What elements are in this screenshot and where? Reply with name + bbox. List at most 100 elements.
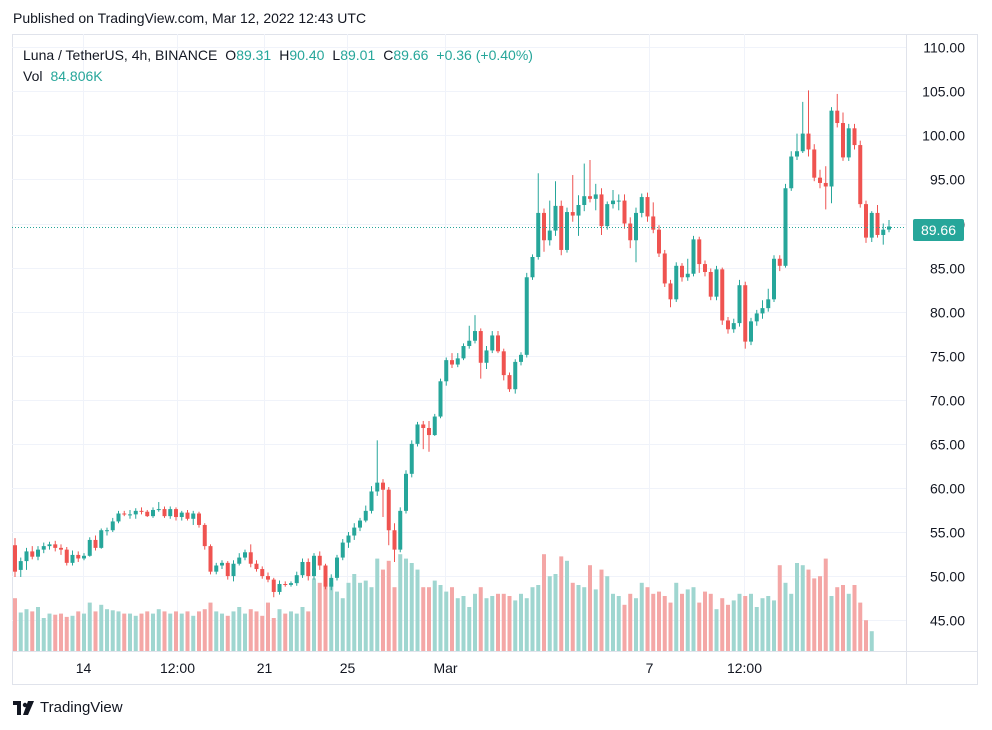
candle-body xyxy=(317,555,322,566)
volume-bar xyxy=(254,611,259,651)
volume-bar xyxy=(789,593,794,651)
volume-bar xyxy=(864,620,868,651)
volume-bar xyxy=(565,560,569,651)
volume-bar xyxy=(570,582,575,651)
volume-bar xyxy=(812,578,817,651)
volume-bar xyxy=(478,587,483,651)
time-tick-label: 21 xyxy=(257,660,273,676)
candle-body xyxy=(501,351,506,376)
volume-bar xyxy=(588,565,592,651)
change-value: +0.36 (+0.40%) xyxy=(436,47,533,63)
candle-body xyxy=(271,579,276,592)
volume-bar xyxy=(116,611,121,651)
candle-body xyxy=(427,427,431,436)
candle-body xyxy=(570,212,575,216)
volume-bar xyxy=(760,598,765,651)
volume-bar xyxy=(47,613,52,651)
volume-bar xyxy=(151,613,155,651)
time-tick-label: 14 xyxy=(76,660,92,676)
candle-body xyxy=(795,151,799,157)
candle-body xyxy=(731,323,736,330)
low-value: 89.01 xyxy=(340,47,376,63)
candle-body xyxy=(202,524,207,547)
volume-bar xyxy=(490,596,495,651)
candle-body xyxy=(685,273,690,278)
candle-body xyxy=(875,212,880,235)
candle-body xyxy=(507,375,512,390)
volume-bar xyxy=(507,596,512,651)
volume-bar xyxy=(335,591,339,651)
low-label: L xyxy=(332,47,341,63)
candle-body xyxy=(93,539,98,548)
candle-body xyxy=(369,491,374,511)
candle-body xyxy=(438,381,443,417)
chart-grid xyxy=(12,34,906,651)
candle-body xyxy=(110,521,115,531)
candle-body xyxy=(404,473,408,511)
volume-bar xyxy=(795,563,799,651)
volume-bar xyxy=(386,560,391,651)
volume-bar xyxy=(30,611,35,651)
volume-bar xyxy=(513,600,518,651)
candle-body xyxy=(260,569,265,577)
price-tick-label: 95.00 xyxy=(930,172,965,188)
volume-bar xyxy=(363,580,368,651)
volume-bar xyxy=(162,611,167,651)
open-value: 89.31 xyxy=(236,47,272,63)
symbol-label[interactable]: Luna / TetherUS, 4h, BINANCE xyxy=(23,47,218,63)
candle-body xyxy=(720,269,725,321)
candle-body xyxy=(530,257,535,278)
open-label: O xyxy=(225,47,237,63)
high-value: 90.40 xyxy=(289,47,325,63)
volume-bar xyxy=(179,613,184,651)
candle-body xyxy=(622,200,627,224)
time-tick-label: 7 xyxy=(646,660,654,676)
candle-body xyxy=(47,544,52,547)
volume-bar xyxy=(300,607,305,651)
candle-body xyxy=(346,535,351,543)
volume-bar xyxy=(697,602,702,651)
candle-body xyxy=(191,513,196,519)
candle-body xyxy=(714,269,719,297)
volume-bar xyxy=(593,589,598,651)
volume-bar xyxy=(645,587,650,651)
candle-body xyxy=(122,513,127,515)
volume-bar xyxy=(70,615,75,651)
chart-legend: Luna / TetherUS, 4h, BINANCE O89.31 H90.40… xyxy=(23,45,533,87)
candle-body xyxy=(490,335,495,351)
volume-bar xyxy=(772,600,776,651)
candle-body xyxy=(266,576,270,580)
candle-body xyxy=(139,510,144,512)
volume-bar xyxy=(703,591,707,651)
volume-bar xyxy=(427,587,431,651)
close-value: 89.66 xyxy=(393,47,429,63)
candle-body xyxy=(668,283,673,300)
volume-bar xyxy=(392,587,397,651)
volume-bar xyxy=(231,611,236,651)
candle-body xyxy=(133,510,138,515)
candle-body xyxy=(703,264,707,272)
candle-body xyxy=(162,509,167,517)
price-tick-label: 65.00 xyxy=(930,437,965,453)
volume-bar xyxy=(59,613,63,651)
volume-bar xyxy=(41,618,46,651)
time-tick-label: 25 xyxy=(340,660,356,676)
volume-bar xyxy=(381,569,385,651)
candle-body xyxy=(760,308,765,314)
volume-bar xyxy=(220,613,224,651)
candle-body xyxy=(225,562,230,577)
volume-bar xyxy=(214,611,219,651)
volume-bar xyxy=(622,604,627,651)
time-axis: 14 12:00 21 25 Mar 7 12:00 xyxy=(76,660,763,676)
volume-bar xyxy=(754,607,759,651)
volume-bar xyxy=(306,611,311,651)
candle-body xyxy=(214,565,219,572)
tradingview-brand[interactable]: TradingView xyxy=(13,699,123,716)
candlestick-chart[interactable]: 110.00105.00100.0095.0090.0085.0080.0075… xyxy=(12,34,978,685)
candle-body xyxy=(375,482,380,492)
volume-bar xyxy=(369,587,374,651)
candle-body xyxy=(852,128,857,146)
candle-body xyxy=(726,320,730,330)
candle-body xyxy=(335,557,339,578)
candle-body xyxy=(864,204,868,238)
